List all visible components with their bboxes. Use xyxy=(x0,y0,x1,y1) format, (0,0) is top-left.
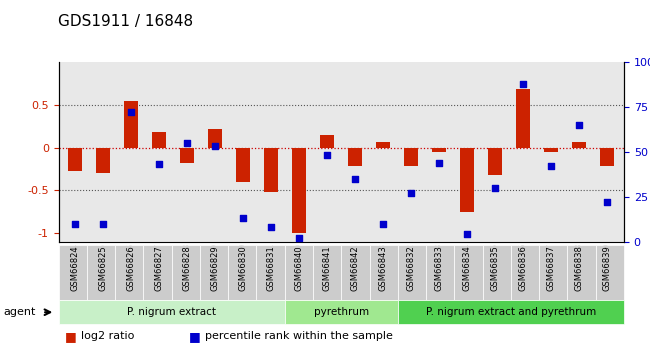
Text: percentile rank within the sample: percentile rank within the sample xyxy=(205,332,393,341)
Point xyxy=(322,152,332,158)
Text: GSM66825: GSM66825 xyxy=(99,243,108,292)
Text: GSM66832: GSM66832 xyxy=(407,245,416,291)
Text: GSM66829: GSM66829 xyxy=(211,245,220,290)
Text: GSM66836: GSM66836 xyxy=(519,245,528,291)
Text: GSM66832: GSM66832 xyxy=(407,243,416,292)
Point xyxy=(546,164,556,169)
Point xyxy=(266,224,276,230)
Text: GSM66843: GSM66843 xyxy=(379,245,388,291)
Point xyxy=(238,215,248,221)
Text: GSM66831: GSM66831 xyxy=(266,243,276,293)
Bar xyxy=(236,148,250,182)
Bar xyxy=(152,132,166,148)
Text: GSM66829: GSM66829 xyxy=(211,243,220,292)
Text: GSM66838: GSM66838 xyxy=(575,243,584,293)
Point xyxy=(434,160,445,165)
Point xyxy=(350,176,361,181)
Bar xyxy=(180,148,194,163)
Point xyxy=(406,190,417,196)
Text: GSM66834: GSM66834 xyxy=(463,243,472,292)
Text: GSM66839: GSM66839 xyxy=(603,243,612,293)
Bar xyxy=(432,148,447,152)
Point xyxy=(462,231,473,237)
Text: GSM66840: GSM66840 xyxy=(294,245,304,290)
Point xyxy=(574,122,584,128)
Bar xyxy=(572,141,586,148)
Bar xyxy=(488,148,502,175)
Text: GSM66837: GSM66837 xyxy=(547,243,556,293)
Text: GSM66826: GSM66826 xyxy=(127,243,136,292)
Bar xyxy=(348,148,362,166)
Text: pyrethrum: pyrethrum xyxy=(314,307,369,317)
Text: GDS1911 / 16848: GDS1911 / 16848 xyxy=(58,14,194,29)
Text: GSM66837: GSM66837 xyxy=(547,245,556,291)
Text: GSM66843: GSM66843 xyxy=(379,243,388,292)
Text: agent: agent xyxy=(3,307,36,317)
Bar xyxy=(292,148,306,233)
Text: GSM66835: GSM66835 xyxy=(491,243,500,293)
Text: GSM66824: GSM66824 xyxy=(71,245,80,290)
Text: ■: ■ xyxy=(65,330,77,343)
Point xyxy=(98,221,109,226)
Bar xyxy=(96,148,110,173)
Text: GSM66841: GSM66841 xyxy=(323,245,332,290)
Text: GSM66830: GSM66830 xyxy=(239,243,248,293)
Text: GSM66830: GSM66830 xyxy=(239,245,248,291)
Point xyxy=(294,235,304,241)
Text: GSM66826: GSM66826 xyxy=(127,245,136,291)
Text: GSM66828: GSM66828 xyxy=(183,243,192,292)
Bar xyxy=(544,148,558,152)
Text: GSM66833: GSM66833 xyxy=(435,243,444,293)
Text: GSM66835: GSM66835 xyxy=(491,245,500,291)
Bar xyxy=(124,100,138,148)
Text: GSM66834: GSM66834 xyxy=(463,245,472,291)
Text: GSM66825: GSM66825 xyxy=(99,245,108,290)
Text: GSM66828: GSM66828 xyxy=(183,245,192,291)
Text: GSM66839: GSM66839 xyxy=(603,245,612,291)
Text: GSM66838: GSM66838 xyxy=(575,245,584,291)
Text: P. nigrum extract: P. nigrum extract xyxy=(127,307,216,317)
Text: GSM66833: GSM66833 xyxy=(435,245,444,291)
Bar xyxy=(265,148,278,192)
Text: GSM66841: GSM66841 xyxy=(323,243,332,292)
Text: GSM66842: GSM66842 xyxy=(351,243,359,292)
Point xyxy=(490,185,501,190)
Text: GSM66827: GSM66827 xyxy=(155,243,164,292)
Point xyxy=(70,221,81,226)
Text: GSM66824: GSM66824 xyxy=(71,243,80,292)
Bar xyxy=(320,135,334,148)
Point xyxy=(126,110,136,115)
Text: P. nigrum extract and pyrethrum: P. nigrum extract and pyrethrum xyxy=(426,307,596,317)
Point xyxy=(518,81,528,86)
Text: GSM66840: GSM66840 xyxy=(294,243,304,292)
Bar xyxy=(600,148,614,166)
Text: GSM66836: GSM66836 xyxy=(519,243,528,293)
Bar xyxy=(404,148,418,166)
Text: GSM66831: GSM66831 xyxy=(266,245,276,291)
Point xyxy=(182,140,192,146)
Text: GSM66842: GSM66842 xyxy=(351,245,359,290)
Bar xyxy=(516,89,530,148)
Point xyxy=(154,161,164,167)
Text: GSM66827: GSM66827 xyxy=(155,245,164,291)
Text: ■: ■ xyxy=(188,330,200,343)
Bar xyxy=(208,129,222,148)
Point xyxy=(378,221,389,226)
Point xyxy=(210,144,220,149)
Point xyxy=(602,199,612,205)
Bar xyxy=(376,141,390,148)
Bar xyxy=(460,148,474,211)
Text: log2 ratio: log2 ratio xyxy=(81,332,135,341)
Bar xyxy=(68,148,83,171)
